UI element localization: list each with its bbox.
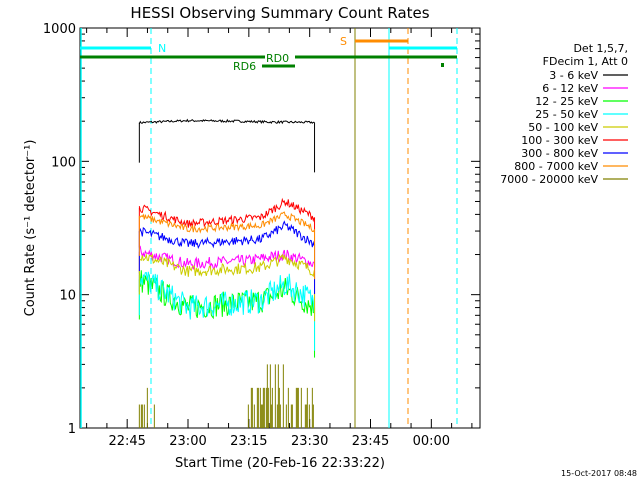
series-3-6-keV-trace (138, 118, 316, 173)
annotation-rd6: RD6 (233, 60, 256, 73)
legend-label: 50 - 100 keV (528, 121, 598, 134)
x-tick-label: 23:00 (169, 434, 206, 449)
trace-line (138, 271, 315, 320)
chart-title: HESSI Observing Summary Count Rates (130, 4, 429, 22)
y-tick-label: 10 (59, 289, 76, 304)
timestamp-label: 15-Oct-2017 08:48 (561, 469, 637, 478)
x-tick-label: 23:15 (230, 434, 267, 449)
x-tick-label: 23:45 (352, 434, 389, 449)
y-axis-label: Count Rate (s⁻¹ detector⁻¹) (23, 140, 38, 317)
trace-line (138, 245, 315, 271)
trace-line (138, 118, 315, 125)
legend-label: 3 - 6 keV (549, 69, 598, 82)
annotation-n: N (158, 42, 166, 55)
trace-line (139, 253, 315, 278)
trace-line (138, 270, 315, 320)
series-7000-20000-keV-trace (138, 364, 314, 428)
legend-label: 12 - 25 keV (535, 95, 598, 108)
trace-line (138, 197, 315, 228)
legend-label: 300 - 800 keV (521, 147, 598, 160)
legend-header-line: Det 1,5,7, (573, 42, 628, 55)
legend-label: 100 - 300 keV (521, 134, 598, 147)
plot-area: 1 10 100 1000 22:45 23:00 23:15 23:30 23:45 00:00… (43, 22, 481, 449)
legend-label: 6 - 12 keV (542, 82, 598, 95)
y-tick-label: 1000 (43, 22, 76, 37)
x-tick-label: 22:45 (108, 434, 145, 449)
trace-line (139, 211, 315, 234)
rd6-marker (441, 63, 444, 67)
y-tick-label: 1 (68, 422, 76, 437)
series-100-300-keV-trace (138, 197, 316, 268)
plot-frame (79, 27, 481, 429)
legend-label: 25 - 50 keV (535, 108, 598, 121)
x-axis-label: Start Time (20-Feb-16 22:33:22) (175, 456, 385, 471)
trace-line (138, 220, 315, 250)
legend-header-line: FDecim 1, Att 0 (543, 55, 628, 68)
x-tick-label: 00:00 (413, 434, 450, 449)
annotation-rd0: RD0 (266, 52, 289, 65)
x-tick-label: 23:30 (291, 434, 328, 449)
legend-label: 7000 - 20000 keV (500, 173, 598, 186)
annotation-s: S (340, 35, 347, 48)
series-800-7000-keV-trace (138, 211, 316, 280)
y-tick-label: 100 (51, 155, 76, 170)
legend-label: 800 - 7000 keV (514, 160, 598, 173)
